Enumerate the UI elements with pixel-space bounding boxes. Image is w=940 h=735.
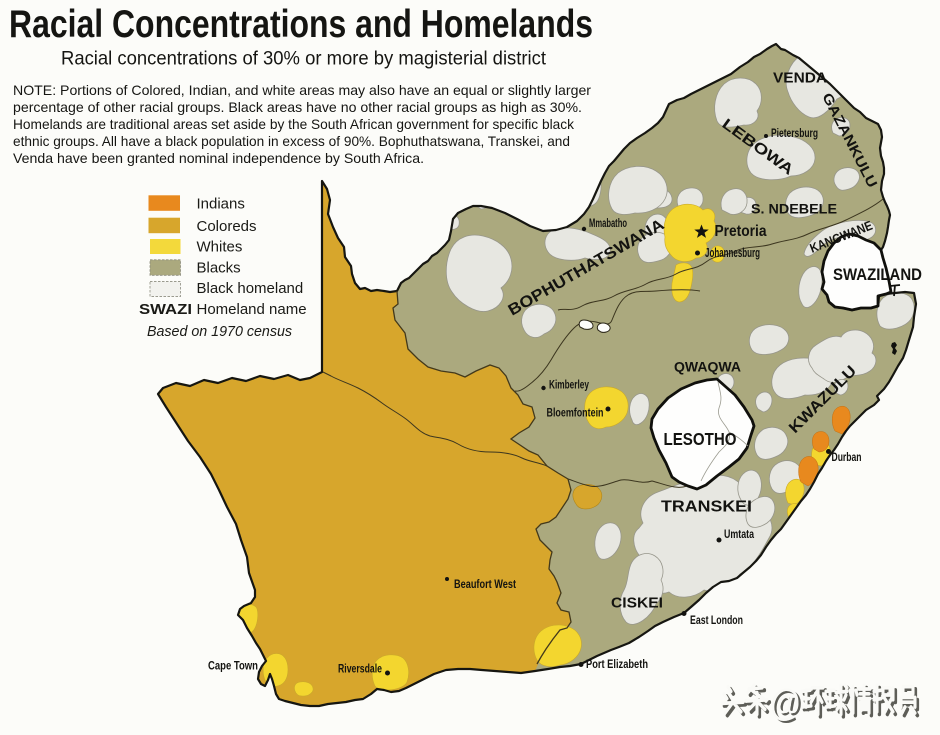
- svg-text:Blacks: Blacks: [197, 259, 241, 276]
- svg-text:Pietersburg: Pietersburg: [771, 126, 818, 140]
- svg-text:Black homeland: Black homeland: [197, 280, 304, 297]
- svg-text:Cape Town: Cape Town: [208, 659, 258, 673]
- svg-text:VENDA: VENDA: [773, 70, 827, 87]
- svg-text:Whites: Whites: [197, 239, 243, 256]
- svg-text:SWAZILAND: SWAZILAND: [833, 266, 922, 284]
- svg-text:Beaufort West: Beaufort West: [454, 577, 516, 591]
- svg-text:Riversdale: Riversdale: [338, 662, 382, 676]
- svg-text:Indians: Indians: [197, 196, 245, 213]
- svg-text:Venda have been granted nomina: Venda have been granted nominal independ…: [13, 151, 424, 166]
- svg-text:ethnic groups. All have a blac: ethnic groups. All have a black populati…: [13, 134, 570, 149]
- svg-text:@: @: [772, 685, 802, 726]
- svg-text:Umtata: Umtata: [724, 527, 754, 541]
- svg-text:TRANSKEI: TRANSKEI: [661, 499, 752, 516]
- svg-text:Johannesburg: Johannesburg: [705, 246, 760, 260]
- svg-text:Homelands are traditional area: Homelands are traditional areas set asid…: [13, 117, 574, 132]
- svg-text:Based on 1970 census: Based on 1970 census: [147, 323, 292, 340]
- svg-text:Mmabatho: Mmabatho: [589, 216, 627, 230]
- svg-text:Bloemfontein: Bloemfontein: [547, 406, 604, 420]
- svg-text:QWAQWA: QWAQWA: [674, 359, 741, 375]
- svg-text:Racial concentrations of 30% o: Racial concentrations of 30% or more by …: [61, 48, 547, 70]
- svg-text:Kimberley: Kimberley: [549, 378, 589, 392]
- svg-text:CISKEI: CISKEI: [611, 596, 663, 612]
- svg-text:East London: East London: [690, 613, 743, 627]
- svg-text:Racial Concentrations and Home: Racial Concentrations and Homelands: [9, 3, 593, 46]
- svg-text:NOTE: Portions of Colored, Ind: NOTE: Portions of Colored, Indian, and w…: [13, 83, 591, 98]
- svg-text:Coloreds: Coloreds: [197, 218, 257, 235]
- svg-text:percentage of other racial gro: percentage of other racial groups. Black…: [13, 100, 582, 115]
- svg-text:Durban: Durban: [832, 450, 862, 464]
- svg-text:Homeland name: Homeland name: [197, 301, 307, 318]
- svg-text:SWAZI: SWAZI: [139, 301, 192, 318]
- svg-text:LESOTHO: LESOTHO: [664, 429, 737, 449]
- svg-text:Pretoria: Pretoria: [715, 223, 767, 240]
- svg-text:@: @: [770, 683, 800, 724]
- svg-text:S. NDEBELE: S. NDEBELE: [751, 201, 837, 217]
- svg-text:Port Elizabeth: Port Elizabeth: [586, 657, 648, 671]
